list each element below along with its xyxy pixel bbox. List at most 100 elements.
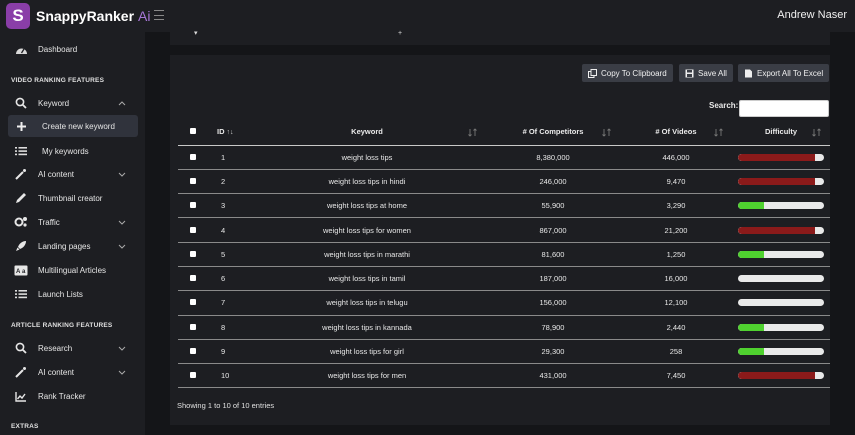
section-heading-article: ARTICLE RANKING FEATURES [11, 322, 113, 329]
sort-icon [602, 128, 611, 137]
row-competitors: 246,000 [486, 169, 620, 195]
row-keyword: weight loss tips in tamil [248, 266, 486, 292]
row-checkbox[interactable] [190, 153, 196, 160]
user-name[interactable]: Andrew Naser [777, 9, 847, 21]
column-header-id[interactable]: ID ↑↓ [208, 119, 248, 146]
sidebar-item-rank-tracker[interactable]: Rank Tracker [8, 385, 138, 407]
sidebar-item-label: My keywords [42, 146, 89, 156]
copy-icon [588, 68, 597, 78]
sidebar-item-create-new-keyword[interactable]: Create new keyword [8, 115, 138, 137]
row-videos: 21,200 [620, 217, 732, 243]
row-select-cell [178, 290, 208, 316]
table-row[interactable]: 5 weight loss tips in marathi 81,600 1,250 [178, 242, 830, 267]
row-checkbox[interactable] [190, 177, 196, 184]
svg-text:a: a [22, 269, 26, 275]
copy-to-clipboard-button[interactable]: Copy To Clipboard [582, 64, 673, 82]
sidebar-item-traffic[interactable]: Traffic [8, 211, 138, 233]
sidebar-item-launch-lists[interactable]: Launch Lists [8, 283, 138, 305]
row-videos: 258 [620, 339, 732, 365]
sidebar-item-ai-content[interactable]: AI content [8, 163, 138, 185]
difficulty-bar-fill [738, 153, 816, 161]
table-row[interactable]: 1 weight loss tips 8,380,000 446,000 [178, 145, 830, 170]
table-row[interactable]: 9 weight loss tips for girl 29,300 258 [178, 339, 830, 365]
column-header-videos[interactable]: # Of Videos [620, 119, 732, 146]
sidebar-item-landing-pages[interactable]: Landing pages [8, 235, 138, 257]
magic-wand-icon [10, 168, 32, 180]
row-competitors: 55,900 [486, 193, 620, 219]
export-excel-button[interactable]: Export All To Excel [738, 64, 830, 82]
row-keyword: weight loss tips in marathi [248, 242, 486, 267]
sidebar-item-keyword[interactable]: Keyword [8, 92, 138, 114]
select-all-checkbox[interactable] [190, 128, 196, 135]
table-row[interactable]: 6 weight loss tips in tamil 187,000 16,000 [178, 266, 830, 292]
table-info: Showing 1 to 10 of 10 entries [177, 401, 275, 410]
row-difficulty [732, 145, 830, 170]
brand-name[interactable]: SnappyRanker Ai [36, 8, 151, 24]
row-checkbox[interactable] [190, 348, 196, 355]
difficulty-bar [738, 323, 824, 331]
sort-icon [812, 128, 821, 137]
search-input[interactable] [739, 100, 829, 117]
sidebar-item-label: Landing pages [38, 241, 91, 251]
table-row[interactable]: 3 weight loss tips at home 55,900 3,290 [178, 193, 830, 219]
list-icon [10, 146, 32, 156]
export-button-label: Export All To Excel [757, 68, 824, 78]
difficulty-bar [738, 202, 824, 210]
row-difficulty [732, 169, 830, 195]
row-id: 2 [208, 169, 248, 195]
row-select-cell [178, 363, 208, 389]
column-label: ID [217, 127, 225, 137]
save-all-button[interactable]: Save All [679, 64, 733, 82]
column-label: # Of Competitors [522, 127, 584, 137]
row-checkbox[interactable] [190, 372, 196, 379]
column-header-keyword[interactable]: Keyword [248, 119, 486, 146]
difficulty-bar [738, 153, 824, 161]
sidebar-item-dashboard[interactable]: Dashboard [8, 38, 138, 60]
column-label: Keyword [351, 127, 383, 137]
row-keyword: weight loss tips for women [248, 217, 486, 243]
table-row[interactable]: 2 weight loss tips in hindi 246,000 9,470 [178, 169, 830, 195]
row-select-cell [178, 193, 208, 219]
column-label: # Of Videos [655, 127, 697, 137]
row-checkbox[interactable] [190, 202, 196, 209]
column-header-difficulty[interactable]: Difficulty [732, 119, 830, 146]
sidebar-item-label: AI content [38, 367, 75, 377]
menu-toggle-icon[interactable] [152, 8, 166, 22]
expand-control-icon[interactable]: + [398, 30, 403, 37]
sidebar-item-thumbnail-creator[interactable]: Thumbnail creator [8, 187, 138, 209]
row-difficulty [732, 193, 830, 219]
row-keyword: weight loss tips in hindi [248, 169, 486, 195]
difficulty-bar-fill [738, 348, 764, 356]
row-checkbox[interactable] [190, 275, 196, 282]
sort-icon [468, 128, 477, 137]
chevron-down-icon [118, 346, 126, 351]
table-row[interactable]: 4 weight loss tips for women 867,000 21,200 [178, 217, 830, 243]
row-difficulty [732, 242, 830, 267]
table-row[interactable]: 10 weight loss tips for men 431,000 7,450 [178, 363, 830, 389]
rocket-icon [10, 240, 32, 252]
row-checkbox[interactable] [190, 323, 196, 330]
sidebar-item-label: Dashboard [38, 44, 78, 54]
row-checkbox[interactable] [190, 299, 196, 306]
row-difficulty [732, 315, 830, 340]
collapsed-control-icon[interactable]: ▾ [194, 30, 198, 37]
row-checkbox[interactable] [190, 226, 196, 233]
row-select-cell [178, 169, 208, 195]
row-select-cell [178, 242, 208, 267]
logo-icon[interactable]: S [6, 3, 30, 29]
table-row[interactable]: 7 weight loss tips in telugu 156,000 12,100 [178, 290, 830, 316]
sidebar-item-research[interactable]: Research [8, 337, 138, 359]
sidebar-item-my-keywords[interactable]: My keywords [8, 140, 138, 162]
table-row[interactable]: 8 weight loss tips in kannada 78,900 2,440 [178, 315, 830, 340]
row-competitors: 867,000 [486, 217, 620, 243]
chevron-up-icon [118, 101, 126, 106]
keyword-table: ID ↑↓ Keyword # Of Competitors # Of Video… [178, 119, 830, 389]
row-checkbox[interactable] [190, 250, 196, 257]
row-keyword: weight loss tips for men [248, 363, 486, 389]
column-header-competitors[interactable]: # Of Competitors [486, 119, 620, 146]
difficulty-bar-fill [738, 372, 816, 380]
plus-icon [10, 121, 32, 132]
sidebar-item-ai-content-article[interactable]: AI content [8, 361, 138, 383]
